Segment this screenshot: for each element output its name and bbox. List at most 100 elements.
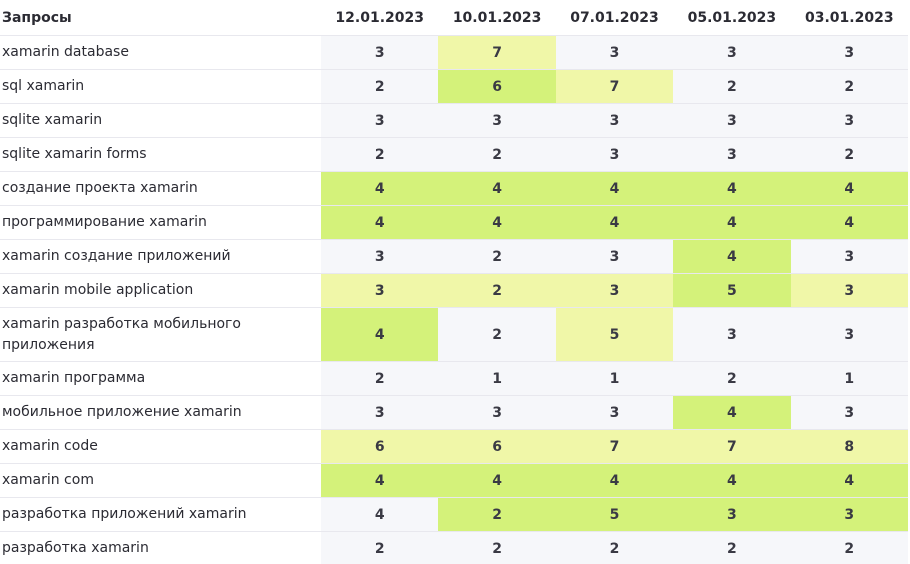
position-cell: 2 [321, 137, 439, 172]
position-cell: 3 [790, 273, 908, 308]
position-cell: 3 [321, 35, 439, 70]
table-row: создание проекта xamarin 4 4 4 4 4 [0, 171, 908, 206]
position-cell: 2 [673, 531, 791, 564]
position-cell: 2 [321, 69, 439, 104]
table-header-row: Запросы 12.01.2023 10.01.2023 07.01.2023… [0, 0, 908, 36]
position-cell: 2 [790, 137, 908, 172]
position-cell: 2 [790, 531, 908, 564]
position-cell: 6 [438, 69, 556, 104]
query-cell: xamarin программа [0, 361, 322, 396]
query-cell: программирование xamarin [0, 205, 322, 240]
position-cell: 3 [321, 103, 439, 138]
table-row: xamarin code 6 6 7 7 8 [0, 429, 908, 464]
query-cell: разработка приложений xamarin [0, 497, 322, 532]
position-cell: 3 [790, 35, 908, 70]
query-cell: разработка xamarin [0, 531, 322, 564]
position-cell: 6 [321, 429, 439, 464]
position-cell: 3 [321, 239, 439, 274]
table-row: xamarin database 3 7 3 3 3 [0, 35, 908, 70]
position-cell: 2 [438, 307, 556, 362]
query-cell: xamarin mobile application [0, 273, 322, 308]
position-cell: 3 [555, 273, 674, 308]
column-header-queries[interactable]: Запросы [0, 0, 322, 36]
position-cell: 2 [438, 239, 556, 274]
position-cell: 3 [555, 35, 674, 70]
column-header-date[interactable]: 12.01.2023 [321, 0, 439, 36]
table-row: xamarin mobile application 3 2 3 5 3 [0, 273, 908, 308]
position-cell: 4 [321, 497, 439, 532]
position-cell: 4 [321, 171, 439, 206]
query-cell: мобильное приложение xamarin [0, 395, 322, 430]
query-cell: xamarin code [0, 429, 322, 464]
position-cell: 4 [673, 463, 791, 498]
position-cell: 7 [438, 35, 556, 70]
position-cell: 6 [438, 429, 556, 464]
column-header-date[interactable]: 07.01.2023 [555, 0, 674, 36]
position-cell: 3 [438, 395, 556, 430]
position-cell: 3 [438, 103, 556, 138]
position-cell: 3 [673, 497, 791, 532]
position-cell: 4 [438, 463, 556, 498]
position-cell: 2 [438, 497, 556, 532]
table-row: sqlite xamarin 3 3 3 3 3 [0, 103, 908, 138]
position-cell: 2 [673, 361, 791, 396]
position-cell: 3 [555, 395, 674, 430]
table-row: xamarin com 4 4 4 4 4 [0, 463, 908, 498]
position-cell: 5 [555, 307, 674, 362]
position-cell: 1 [555, 361, 674, 396]
position-cell: 4 [555, 463, 674, 498]
query-cell: xamarin com [0, 463, 322, 498]
table-row: sql xamarin 2 6 7 2 2 [0, 69, 908, 104]
position-cell: 5 [555, 497, 674, 532]
position-cell: 3 [555, 103, 674, 138]
column-header-date[interactable]: 10.01.2023 [438, 0, 556, 36]
position-cell: 5 [673, 273, 791, 308]
position-cell: 4 [321, 463, 439, 498]
position-cell: 1 [790, 361, 908, 396]
position-cell: 2 [790, 69, 908, 104]
position-cell: 1 [438, 361, 556, 396]
table-row: мобильное приложение xamarin 3 3 3 4 3 [0, 395, 908, 430]
position-cell: 2 [438, 273, 556, 308]
position-cell: 2 [555, 531, 674, 564]
position-cell: 2 [673, 69, 791, 104]
position-cell: 3 [321, 273, 439, 308]
column-header-date[interactable]: 05.01.2023 [673, 0, 791, 36]
position-cell: 4 [438, 205, 556, 240]
position-cell: 3 [555, 137, 674, 172]
table-row: xamarin создание приложений 3 2 3 4 3 [0, 239, 908, 274]
position-cell: 4 [790, 171, 908, 206]
query-cell: sqlite xamarin forms [0, 137, 322, 172]
column-header-date[interactable]: 03.01.2023 [790, 0, 908, 36]
position-cell: 4 [555, 171, 674, 206]
query-cell: sqlite xamarin [0, 103, 322, 138]
position-cell: 3 [673, 307, 791, 362]
position-cell: 4 [321, 205, 439, 240]
position-cell: 3 [790, 103, 908, 138]
position-cell: 7 [673, 429, 791, 464]
table-row: xamarin программа 2 1 1 2 1 [0, 361, 908, 396]
position-cell: 4 [790, 205, 908, 240]
position-cell: 4 [555, 205, 674, 240]
table-row: разработка приложений xamarin 4 2 5 3 3 [0, 497, 908, 532]
position-cell: 2 [438, 531, 556, 564]
position-cell: 2 [438, 137, 556, 172]
position-cell: 4 [673, 395, 791, 430]
position-cell: 4 [438, 171, 556, 206]
query-cell: создание проекта xamarin [0, 171, 322, 206]
position-cell: 3 [673, 137, 791, 172]
position-cell: 4 [673, 171, 791, 206]
table-row: программирование xamarin 4 4 4 4 4 [0, 205, 908, 240]
table-row: разработка xamarin 2 2 2 2 2 [0, 531, 908, 564]
table-row: sqlite xamarin forms 2 2 3 3 2 [0, 137, 908, 172]
position-cell: 2 [321, 531, 439, 564]
table-body: xamarin database 3 7 3 3 3 sql xamarin 2 6 7 2 2 sql… [0, 35, 908, 564]
position-cell: 2 [321, 361, 439, 396]
position-cell: 3 [673, 103, 791, 138]
query-cell: xamarin database [0, 35, 322, 70]
position-cell: 3 [790, 395, 908, 430]
table-row: xamarin разработка мобильного приложения… [0, 307, 908, 362]
position-cell: 3 [555, 239, 674, 274]
query-cell: xamarin разработка мобильного приложения [0, 307, 322, 362]
position-cell: 3 [321, 395, 439, 430]
